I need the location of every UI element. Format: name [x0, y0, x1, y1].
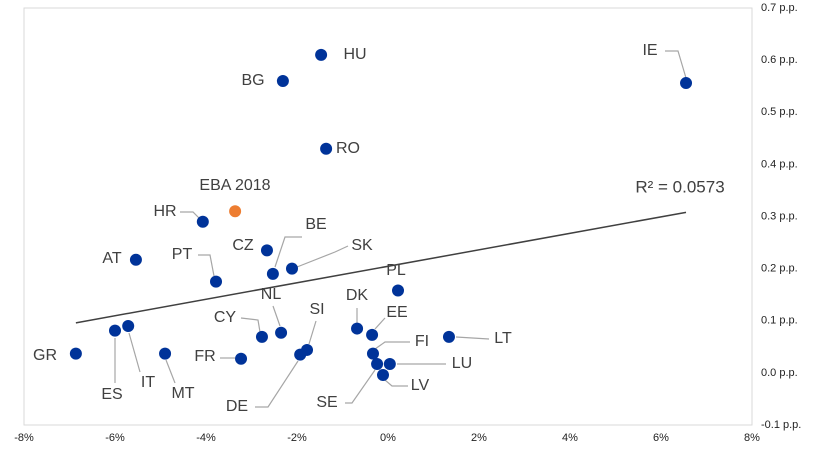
x-tick-label: -4%	[196, 432, 216, 444]
leader-line	[274, 236, 302, 268]
point-label: AT	[102, 250, 121, 267]
y-tick-label: 0.5 p.p.	[761, 106, 798, 118]
point	[275, 326, 288, 339]
point-label: SK	[351, 237, 373, 254]
point	[276, 74, 289, 87]
point	[255, 330, 268, 343]
trendline	[75, 211, 687, 324]
leader-line	[198, 254, 215, 277]
x-tick-label: 6%	[653, 432, 669, 444]
point	[315, 48, 328, 61]
point	[210, 275, 223, 288]
point	[229, 205, 242, 218]
point	[260, 244, 273, 257]
point-label: EBA 2018	[199, 177, 270, 194]
leader-line	[240, 317, 261, 333]
point-label: RO	[336, 140, 360, 157]
point	[109, 324, 121, 337]
leader-line	[165, 359, 176, 384]
y-tick-label: 0.6 p.p.	[761, 54, 798, 66]
point-label: HR	[153, 203, 176, 220]
y-tick-label: 0.7 p.p.	[761, 2, 798, 14]
point	[680, 77, 693, 90]
point-label: BG	[241, 72, 264, 89]
point-label: MT	[171, 385, 194, 402]
leader-line	[272, 305, 281, 327]
plot-area	[23, 7, 753, 426]
point	[285, 262, 298, 275]
point	[266, 267, 279, 280]
point-label: LT	[494, 330, 512, 347]
point	[351, 322, 364, 335]
point-label: CZ	[232, 237, 254, 254]
point	[371, 358, 384, 371]
x-tick-label: 2%	[471, 432, 487, 444]
leader-line	[384, 379, 408, 387]
leader-line	[308, 320, 317, 345]
leader-line	[374, 317, 386, 330]
point	[235, 352, 248, 365]
point-label: HU	[343, 46, 366, 63]
point-label: ES	[101, 386, 122, 403]
x-tick-label: 0%	[380, 432, 396, 444]
x-tick-label: -6%	[105, 432, 125, 444]
leader-line	[374, 341, 410, 350]
point-label: PL	[386, 262, 406, 279]
y-tick-label: 0.3 p.p.	[761, 210, 798, 222]
point	[366, 347, 379, 360]
point	[383, 358, 396, 371]
point	[196, 215, 209, 228]
point	[122, 319, 135, 332]
point-label: FI	[415, 333, 429, 350]
point-label: CY	[214, 309, 237, 326]
point-label: NL	[261, 286, 282, 303]
point	[159, 347, 172, 360]
point-label: SI	[309, 301, 324, 318]
leader-line	[665, 50, 687, 79]
x-tick-label: 8%	[744, 432, 760, 444]
x-tick-label: 4%	[562, 432, 578, 444]
y-tick-label: 0.0 p.p.	[761, 367, 798, 379]
x-tick-label: -8%	[14, 432, 34, 444]
point-label: EE	[386, 304, 407, 321]
point	[366, 328, 379, 341]
point	[442, 330, 455, 343]
leader-line	[345, 369, 376, 404]
point	[294, 348, 307, 361]
leader-line	[180, 211, 201, 220]
point-label: PT	[172, 246, 193, 263]
point	[320, 142, 333, 155]
y-tick-label: -0.1 p.p.	[761, 419, 801, 431]
point	[129, 253, 142, 266]
y-tick-label: 0.2 p.p.	[761, 263, 798, 275]
y-tick-label: 0.1 p.p.	[761, 315, 798, 327]
point-label: IT	[141, 374, 155, 391]
point-label: SE	[316, 394, 337, 411]
point-label: DK	[346, 287, 369, 304]
point-label: IE	[642, 42, 657, 59]
point	[392, 284, 405, 297]
y-tick-label: 0.4 p.p.	[761, 158, 798, 170]
point	[69, 347, 82, 360]
x-tick-label: -2%	[287, 432, 307, 444]
point-label: LV	[411, 377, 430, 394]
leader-line	[128, 332, 141, 373]
point-label: LU	[452, 355, 472, 372]
point-label: DE	[226, 398, 248, 415]
leader-line	[296, 245, 349, 268]
point-label: BE	[305, 216, 326, 233]
trendline-label: R² = 0.0573	[635, 177, 724, 196]
point	[376, 368, 389, 381]
leader-line	[255, 360, 299, 408]
point-label: FR	[194, 348, 215, 365]
point-label: GR	[33, 347, 57, 364]
leader-line	[455, 336, 490, 340]
